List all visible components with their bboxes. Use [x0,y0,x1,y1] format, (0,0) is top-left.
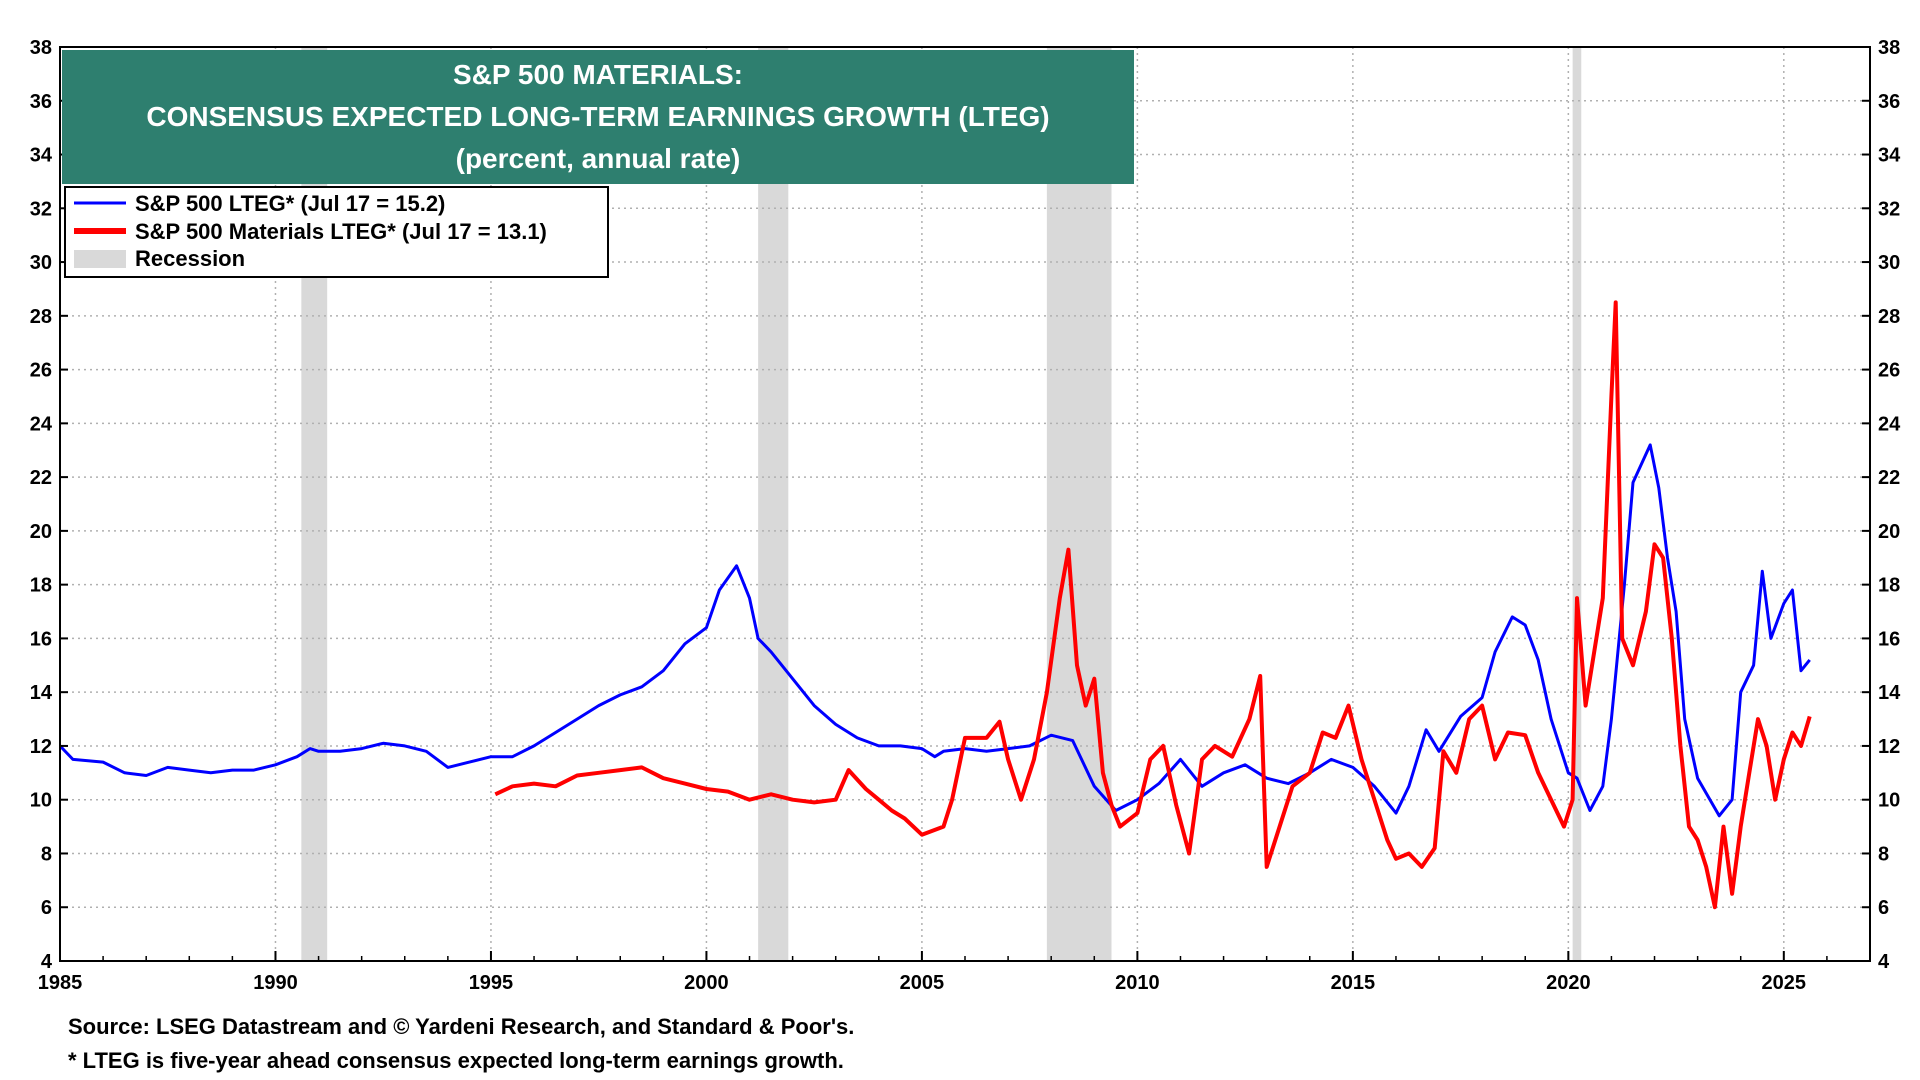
y-tick-label-left-1: 6 [41,897,52,919]
y-tick-label-right-2: 8 [1878,843,1889,865]
y-tick-label-right-15: 34 [1878,145,1901,167]
y-tick-label-left-14: 32 [30,198,52,220]
legend-swatch-recession [74,250,126,268]
y-tick-label-right-6: 16 [1878,628,1900,650]
y-tick-label-left-5: 14 [30,682,53,704]
x-tick-label-1: 1990 [253,972,298,994]
title-line-2: CONSENSUS EXPECTED LONG-TERM EARNINGS GR… [146,101,1049,132]
y-tick-label-left-7: 18 [30,575,52,597]
y-tick-label-right-8: 20 [1878,521,1900,543]
series-lines [58,300,1812,910]
y-tick-label-left-16: 36 [30,91,52,113]
y-tick-label-right-0: 4 [1878,951,1890,973]
y-tick-label-left-11: 26 [30,360,52,382]
x-tick-label-2: 1995 [469,972,514,994]
y-tick-label-left-4: 12 [30,736,52,758]
footer-source: Source: LSEG Datastream and © Yardeni Re… [68,1014,854,1039]
y-tick-label-right-7: 18 [1878,575,1900,597]
legend-label-materials: S&P 500 Materials LTEG* (Jul 17 = 13.1) [135,219,547,244]
y-tick-label-right-17: 38 [1878,37,1900,59]
recession-band-3 [1572,47,1582,961]
y-tick-label-right-3: 10 [1878,790,1900,812]
y-tick-label-right-5: 14 [1878,682,1901,704]
x-tick-label-7: 2020 [1546,972,1591,994]
y-tick-label-left-6: 16 [30,628,52,650]
series-sp500-line [58,443,1811,818]
y-tick-label-left-17: 38 [30,37,52,59]
series-materials-line [494,300,1812,910]
title-line-1: S&P 500 MATERIALS: [453,59,743,90]
legend-box [64,186,609,278]
y-tick-label-right-9: 22 [1878,467,1900,489]
title-background [62,50,1134,184]
x-tick-label-5: 2010 [1115,972,1160,994]
y-tick-label-right-1: 6 [1878,897,1889,919]
y-tick-label-right-4: 12 [1878,736,1900,758]
recession-band-2 [1046,47,1112,961]
y-tick-label-right-10: 24 [1878,413,1901,435]
x-tick-label-8: 2025 [1762,972,1807,994]
x-tick-label-4: 2005 [900,972,945,994]
y-tick-label-left-12: 28 [30,306,52,328]
y-tick-label-left-15: 34 [30,145,53,167]
title-line-3: (percent, annual rate) [456,143,741,174]
legend-label-sp500: S&P 500 LTEG* (Jul 17 = 15.2) [135,191,445,216]
y-tick-label-right-14: 32 [1878,198,1900,220]
x-tick-label-6: 2015 [1331,972,1376,994]
x-tick-label-3: 2000 [684,972,729,994]
legend: S&P 500 LTEG* (Jul 17 = 15.2) S&P 500 Ma… [64,186,609,278]
x-tick-label-0: 1985 [38,972,83,994]
footer-note: * LTEG is five-year ahead consensus expe… [68,1048,844,1073]
y-tick-label-right-13: 30 [1878,252,1900,274]
y-tick-label-left-0: 4 [41,951,53,973]
y-tick-label-left-10: 24 [30,413,53,435]
recession-band-0 [301,47,328,961]
y-tick-label-left-3: 10 [30,790,52,812]
legend-label-recession: Recession [135,246,245,271]
recession-band-1 [758,47,789,961]
y-tick-label-left-13: 30 [30,252,52,274]
y-tick-label-right-16: 36 [1878,91,1900,113]
y-tick-label-left-8: 20 [30,521,52,543]
y-tick-label-right-12: 28 [1878,306,1900,328]
y-tick-label-left-2: 8 [41,843,52,865]
y-tick-label-left-9: 22 [30,467,52,489]
title-box: S&P 500 MATERIALS: CONSENSUS EXPECTED LO… [62,50,1134,184]
y-tick-label-right-11: 26 [1878,360,1900,382]
